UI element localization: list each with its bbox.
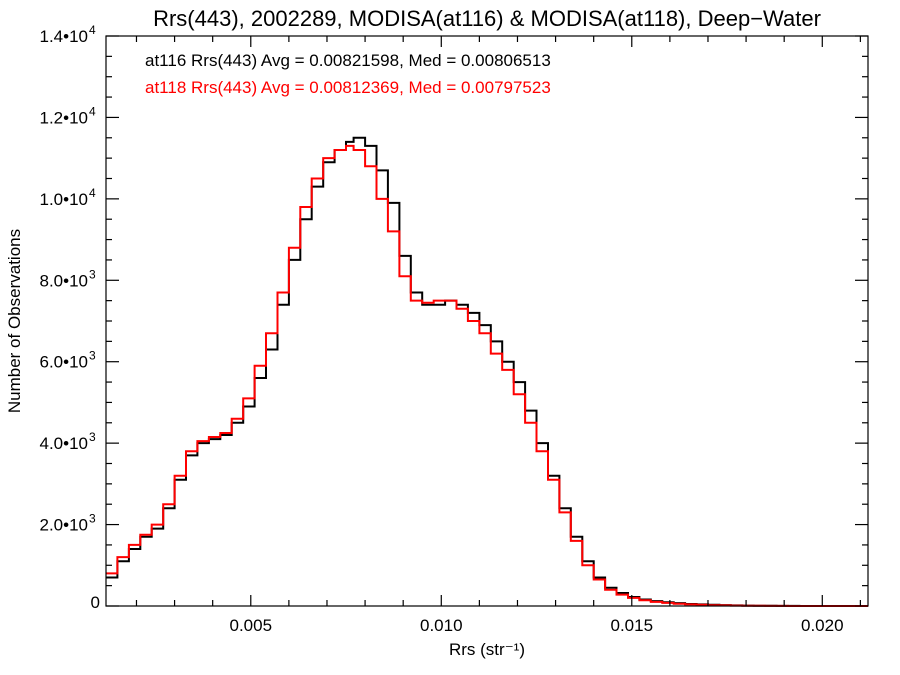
y-tick-label: 1.0•10 xyxy=(40,190,89,209)
y-tick-label: 1.4•10 xyxy=(40,27,89,46)
y-tick-label: 0 xyxy=(91,593,100,612)
y-tick-exponent: 3 xyxy=(89,512,96,526)
chart-title: Rrs(443), 2002289, MODISA(at116) & MODIS… xyxy=(153,6,821,31)
y-tick-label: 6.0•10 xyxy=(40,353,89,372)
y-tick-exponent: 4 xyxy=(89,104,96,118)
y-tick-exponent: 3 xyxy=(89,349,96,363)
y-tick-label: 4.0•10 xyxy=(40,434,89,453)
y-tick-label: 8.0•10 xyxy=(40,271,89,290)
y-tick-exponent: 4 xyxy=(89,186,96,200)
y-tick-label: 1.2•10 xyxy=(40,108,89,127)
x-axis-label: Rrs (str⁻¹) xyxy=(449,640,525,659)
x-tick-label: 0.010 xyxy=(420,616,463,635)
x-tick-label: 0.020 xyxy=(801,616,844,635)
y-tick-exponent: 3 xyxy=(89,430,96,444)
y-axis-label: Number of Observations xyxy=(5,229,24,413)
annotation-at116: at116 Rrs(443) Avg = 0.00821598, Med = 0… xyxy=(145,51,551,70)
series-line-1 xyxy=(106,144,868,607)
y-tick-exponent: 3 xyxy=(89,267,96,281)
annotation-at118: at118 Rrs(443) Avg = 0.00812369, Med = 0… xyxy=(145,78,551,97)
x-tick-label: 0.015 xyxy=(611,616,654,635)
y-tick-exponent: 4 xyxy=(89,23,96,37)
y-tick-label: 2.0•10 xyxy=(40,516,89,535)
x-tick-label: 0.005 xyxy=(230,616,273,635)
